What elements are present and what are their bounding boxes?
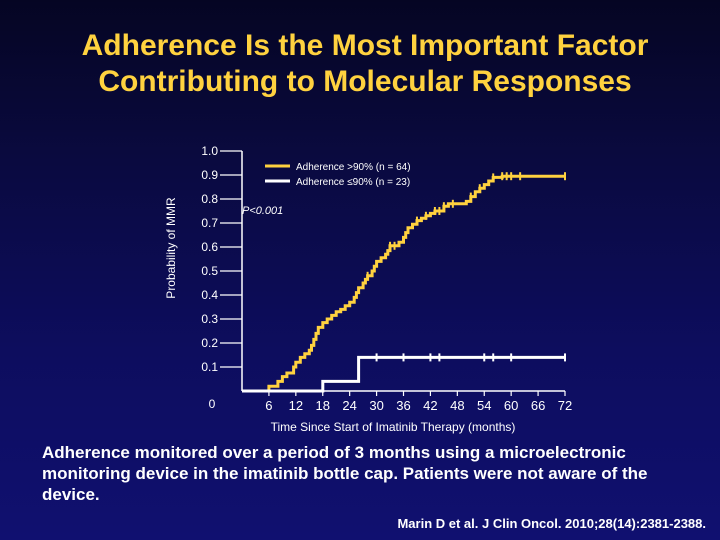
x-tick-label: 24 [342, 398, 356, 413]
x-tick-label: 0 [209, 397, 216, 411]
x-tick-label: 18 [316, 398, 330, 413]
citation: Marin D et al. J Clin Oncol. 2010;28(14)… [397, 516, 706, 531]
slide-title-line-2: Contributing to Molecular Responses [98, 65, 632, 98]
x-axis-label: Time Since Start of Imatinib Therapy (mo… [271, 420, 516, 434]
x-tick-label: 48 [450, 398, 464, 413]
x-tick-label: 72 [558, 398, 572, 413]
y-tick-label: 1.0 [201, 144, 218, 158]
y-tick-label: 0.3 [201, 312, 218, 326]
x-tick-label: 30 [369, 398, 383, 413]
x-tick-label: 36 [396, 398, 410, 413]
chart-ticks: 0.1 0.2 0.3 0.4 0.5 0.6 0.7 0.8 0.9 1.0 0 6 12 18 24 30… [201, 144, 572, 413]
y-tick-label: 0.8 [201, 192, 218, 206]
y-tick-label: 0.9 [201, 168, 218, 182]
chart-series [242, 172, 566, 393]
y-axis-label: Probability of MMR [164, 197, 178, 299]
y-tick-label: 0.1 [201, 360, 218, 374]
legend-label-adherent-series: Adherence >90% (n = 64) [296, 162, 411, 173]
x-tick-label: 12 [289, 398, 303, 413]
slide-title-line-1: Adherence Is the Most Important Factor [81, 29, 649, 62]
chart-legend: Adherence >90% (n = 64) Adherence ≤90% (n… [265, 162, 411, 188]
x-tick-label: 54 [477, 398, 491, 413]
adherence-note: Adherence monitored over a period of 3 m… [42, 443, 648, 504]
p-value-annotation: P<0.001 [242, 205, 283, 217]
x-tick-label: 6 [265, 398, 272, 413]
nonadherent-series-line [242, 355, 565, 393]
x-tick-label: 42 [423, 398, 437, 413]
x-tick-label: 66 [531, 398, 545, 413]
legend-label-nonadherent-series: Adherence ≤90% (n = 23) [296, 177, 410, 188]
x-tick-label: 60 [504, 398, 518, 413]
y-tick-label: 0.5 [201, 264, 218, 278]
y-tick-label: 0.4 [201, 288, 218, 302]
y-tick-label: 0.7 [201, 216, 218, 230]
y-tick-label: 0.6 [201, 240, 218, 254]
adherent-series-line [242, 174, 565, 393]
y-tick-label: 0.2 [201, 336, 218, 350]
slide-title: Adherence Is the Most Important Factor C… [0, 28, 720, 100]
